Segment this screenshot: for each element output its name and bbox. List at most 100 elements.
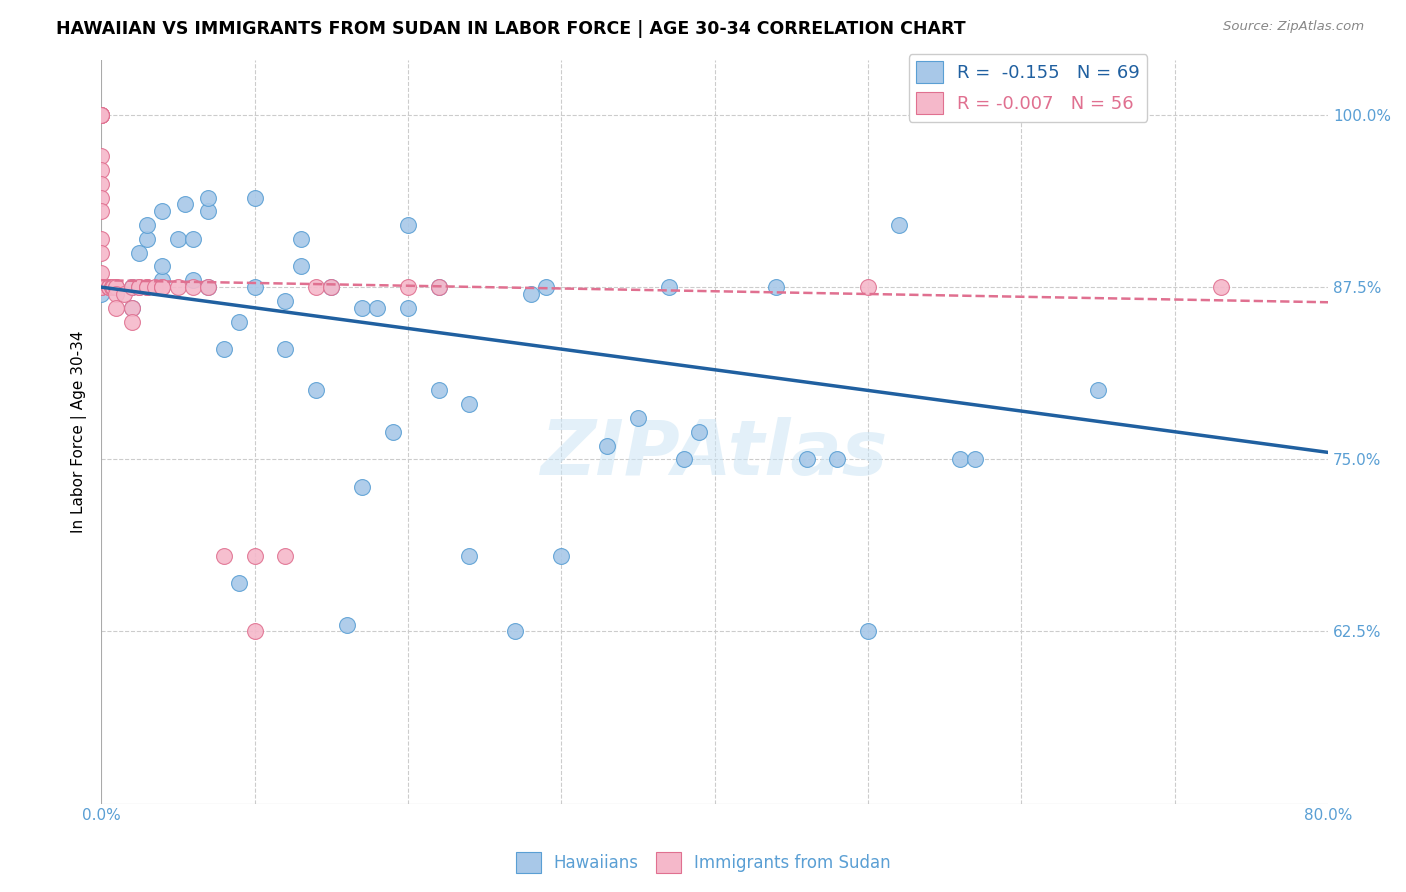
Point (458, 397, 481, 411)
Point (136, 232, 159, 246)
Point (181, 232, 204, 246)
Point (228, 576, 250, 591)
Point (321, 280, 343, 294)
Point (90, 280, 112, 294)
Point (366, 301, 388, 315)
Point (1209, 280, 1232, 294)
Point (90, 232, 112, 246)
Point (152, 280, 174, 294)
Point (965, 452, 987, 467)
Point (90, 280, 112, 294)
Point (97, 280, 120, 294)
Point (128, 245, 150, 260)
Point (519, 287, 541, 301)
Point (550, 549, 572, 563)
Point (197, 280, 219, 294)
Text: ZIPAtlas: ZIPAtlas (541, 417, 889, 491)
Point (128, 280, 150, 294)
Point (243, 191, 266, 205)
Point (174, 197, 197, 211)
Point (887, 218, 910, 232)
Point (1087, 384, 1109, 398)
Point (121, 280, 143, 294)
Point (243, 549, 266, 563)
Point (765, 280, 787, 294)
Point (181, 273, 204, 287)
Point (827, 452, 849, 467)
Point (212, 549, 235, 563)
Point (274, 293, 297, 308)
Text: HAWAIIAN VS IMMIGRANTS FROM SUDAN IN LABOR FORCE | AGE 30-34 CORRELATION CHART: HAWAIIAN VS IMMIGRANTS FROM SUDAN IN LAB… (56, 20, 966, 37)
Point (90, 280, 112, 294)
Point (658, 280, 681, 294)
Point (1209, 838, 1232, 852)
Point (90, 191, 112, 205)
Point (503, 624, 526, 639)
Point (101, 280, 124, 294)
Legend: Hawaiians, Immigrants from Sudan: Hawaiians, Immigrants from Sudan (509, 846, 897, 880)
Point (856, 624, 879, 639)
Point (90, 280, 112, 294)
Point (596, 438, 619, 452)
Point (396, 218, 419, 232)
Point (335, 617, 357, 632)
Point (350, 480, 373, 494)
Point (90, 266, 112, 280)
Point (103, 280, 125, 294)
Point (121, 314, 143, 328)
Point (90, 108, 112, 122)
Point (90, 108, 112, 122)
Point (796, 452, 818, 467)
Point (290, 260, 312, 274)
Point (90, 280, 112, 294)
Point (121, 280, 143, 294)
Point (90, 163, 112, 178)
Point (672, 452, 695, 467)
Point (458, 549, 481, 563)
Point (90, 287, 112, 301)
Point (396, 301, 419, 315)
Point (90, 177, 112, 191)
Point (136, 280, 159, 294)
Point (101, 280, 124, 294)
Point (90, 245, 112, 260)
Point (197, 280, 219, 294)
Point (688, 425, 710, 439)
Point (381, 425, 404, 439)
Point (305, 280, 328, 294)
Point (949, 452, 972, 467)
Point (90, 204, 112, 219)
Point (90, 108, 112, 122)
Point (152, 204, 174, 219)
Point (152, 273, 174, 287)
Point (181, 280, 204, 294)
Point (166, 280, 188, 294)
Point (136, 280, 159, 294)
Point (274, 549, 297, 563)
Text: Source: ZipAtlas.com: Source: ZipAtlas.com (1223, 20, 1364, 33)
Point (112, 287, 135, 301)
Point (856, 280, 879, 294)
Point (212, 342, 235, 356)
Point (136, 218, 159, 232)
Point (627, 411, 650, 425)
Point (305, 384, 328, 398)
Point (228, 314, 250, 328)
Point (90, 108, 112, 122)
Point (105, 301, 128, 315)
Point (243, 624, 266, 639)
Point (321, 280, 343, 294)
Point (197, 191, 219, 205)
Point (427, 384, 450, 398)
Point (105, 280, 128, 294)
Point (534, 280, 557, 294)
Point (90, 280, 112, 294)
Point (427, 280, 450, 294)
Point (121, 301, 143, 315)
Point (197, 204, 219, 219)
Point (90, 108, 112, 122)
Point (243, 280, 266, 294)
Point (152, 260, 174, 274)
Point (97, 280, 120, 294)
Point (143, 280, 166, 294)
